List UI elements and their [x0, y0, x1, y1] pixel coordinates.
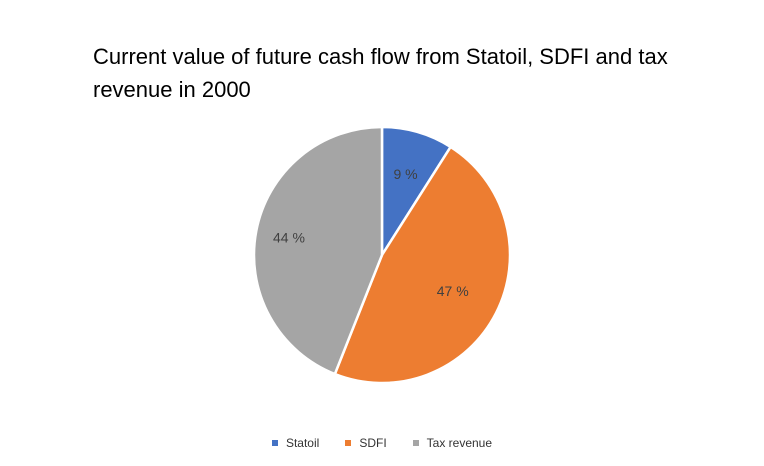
legend-label: Statoil	[285, 436, 320, 450]
legend-swatch	[412, 440, 419, 446]
legend: Statoil SDFI Tax revenue	[0, 436, 764, 450]
legend-item-statoil: Statoil	[271, 436, 320, 450]
legend-swatch	[345, 440, 352, 446]
legend-item-tax-revenue: Tax revenue	[412, 436, 493, 450]
legend-item-sdfi: SDFI	[345, 436, 387, 450]
data-label: 44 %	[273, 229, 305, 245]
legend-label: SDFI	[359, 436, 387, 450]
legend-swatch	[271, 440, 278, 446]
pie-slice-sdfi	[333, 145, 512, 385]
data-label: 47 %	[437, 283, 469, 299]
legend-label: Tax revenue	[426, 436, 493, 450]
pie-slice-tax-revenue	[252, 125, 384, 376]
data-label: 9 %	[394, 166, 418, 182]
chart-title: Current value of future cash flow from S…	[93, 44, 668, 102]
